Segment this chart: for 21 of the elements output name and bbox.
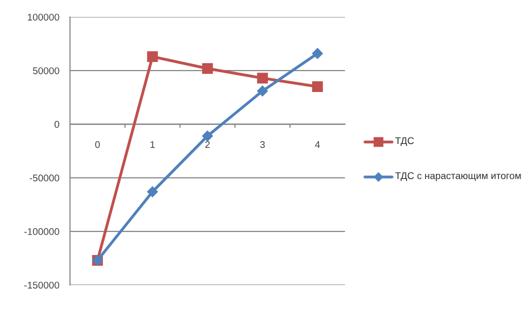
y-tick-label: 50000 [32,67,60,74]
point [147,186,158,198]
point [257,72,268,84]
x-tick-label: 1 [150,141,155,148]
x-tick-label: 3 [260,141,265,148]
y-tick-label: -150000 [24,282,60,289]
point [202,130,213,142]
point [147,51,158,62]
y-tick-label: 100000 [28,14,60,21]
legend-label: ТДС [395,137,414,146]
x-tick-label: 4 [315,141,320,148]
y-tick-label: -50000 [30,174,60,182]
x-tick-label: 2 [205,141,210,148]
legend-label: ТДС с нарастающим итогом [395,172,521,182]
point [257,86,268,96]
point [202,63,213,74]
y-tick-label: -100000 [24,228,60,236]
x-tick-label: 0 [95,141,100,148]
y-tick-label: 0 [54,120,60,128]
point [312,48,323,59]
point [312,81,323,92]
